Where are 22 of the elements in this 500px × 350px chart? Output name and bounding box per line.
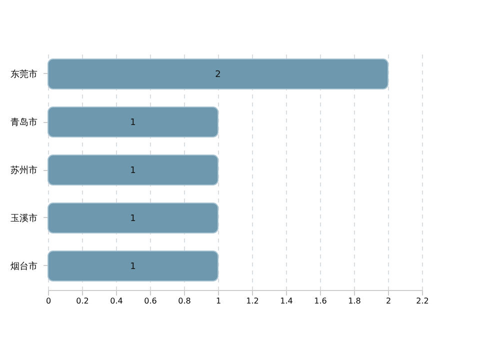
- y-tick-label: 烟台市: [10, 261, 38, 272]
- x-tick-label: 0.2: [76, 296, 89, 306]
- data-label: 1: [130, 166, 136, 176]
- x-tick-label: 1.2: [246, 296, 259, 306]
- x-tick-label: 2: [386, 296, 392, 306]
- y-tick-label: 青岛市: [10, 117, 38, 128]
- data-label: 1: [130, 214, 136, 224]
- x-tick-label: 1.8: [348, 296, 361, 306]
- data-label: 2: [215, 70, 221, 80]
- x-tick-label: 1.6: [314, 296, 327, 306]
- data-label: 1: [130, 118, 136, 128]
- x-tick-label: 0.8: [178, 296, 191, 306]
- x-tick-label: 0.4: [110, 296, 123, 306]
- y-tick-label: 玉溪市: [10, 213, 38, 224]
- x-tick-label: 0.6: [144, 296, 157, 306]
- y-tick-label: 苏州市: [10, 165, 38, 176]
- x-tick-label: 1: [216, 296, 222, 306]
- x-tick-label: 2.2: [416, 296, 429, 306]
- data-label: 1: [130, 262, 136, 272]
- y-tick-label: 东莞市: [10, 69, 38, 80]
- x-tick-label: 0: [46, 296, 52, 306]
- x-tick-label: 1.4: [280, 296, 293, 306]
